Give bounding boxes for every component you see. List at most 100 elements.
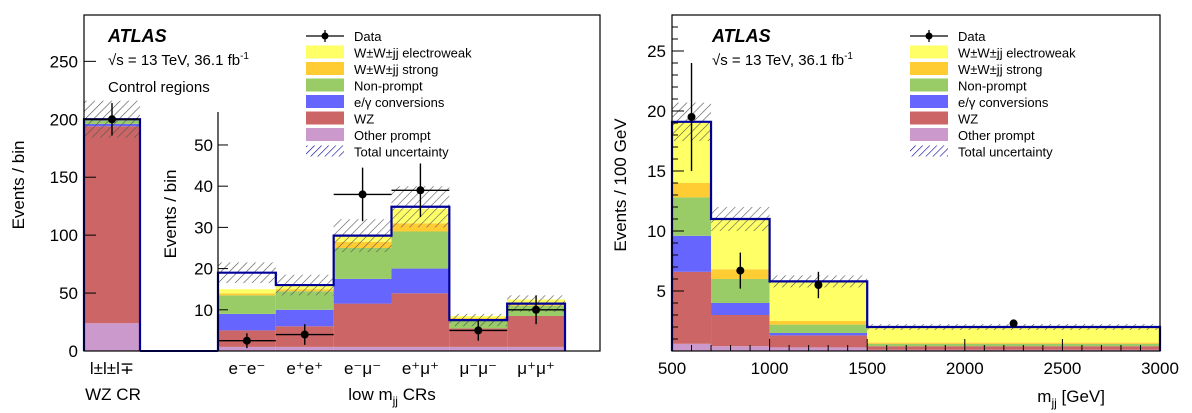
right-legend-swatch-unc — [910, 145, 948, 157]
right-legend-label-ewk: W±W±jj electroweak — [958, 46, 1076, 61]
lowmjj-cat-label-4: μ⁻μ⁻ — [459, 359, 497, 378]
left-xlabel-lowmjj: low mjj CRs — [348, 385, 436, 408]
mjj-bar-nonprompt-2 — [769, 324, 868, 333]
left-xlabel-wz: WZ CR — [85, 385, 141, 404]
lowmjj-bar-other-2 — [333, 346, 392, 351]
right-chart: 5 10 15 20 25 500 1000 1500 2000 2500 3000 ATLAS √… — [611, 14, 1179, 410]
lowmjj-bar-other-3 — [391, 346, 450, 351]
lowmjj-bar-wz-2 — [333, 303, 392, 347]
right-ytick-label-25: 25 — [647, 42, 666, 61]
lowmjj-data-point-0 — [242, 336, 251, 345]
right-legend-label-unc: Total uncertainty — [958, 145, 1053, 160]
left-ylabel-lowmjj: Events / bin — [161, 170, 180, 259]
left-legend-swatch-conv — [306, 95, 344, 108]
lowmjj-cat-label-5: μ⁺μ⁺ — [517, 359, 555, 378]
mjj-bar-other-1 — [711, 346, 770, 351]
left-axes: 0 50 100 150 200 250 10 20 30 40 50 l±l±l∓ e⁻e⁻ e⁺e⁺ e… — [50, 14, 601, 378]
lowmjj-data-point-1 — [300, 330, 309, 339]
lowmjj-bar-conv-2 — [333, 278, 392, 304]
left-legend-data-marker — [321, 32, 329, 40]
left-energy-label: √s = 13 TeV, 36.1 fb-1 — [108, 51, 249, 69]
left-legend-swatch-ewk — [306, 45, 344, 59]
mjj-bar-ewk-3 — [867, 327, 1160, 343]
left-legend-label-wz: WZ — [354, 112, 374, 127]
mjj-bar-nonprompt-0 — [672, 197, 712, 236]
right-xtick-label-500: 500 — [658, 359, 686, 378]
mjj-bar-wz-2 — [769, 335, 868, 348]
lowmjj-bar-nonprompt-0 — [218, 295, 276, 314]
lowmjj-cat-label-1: e⁺e⁺ — [286, 359, 323, 378]
wz-bar-other-0 — [84, 323, 140, 351]
lowmjj-bar-conv-0 — [218, 313, 276, 331]
right-xtick-label-2500: 2500 — [1043, 359, 1081, 378]
left-legend-swatch-unc — [306, 145, 344, 157]
right-xtick-label-1000: 1000 — [751, 359, 789, 378]
lowmjj-bar-conv-3 — [391, 268, 450, 294]
right-xtick-label-2000: 2000 — [946, 359, 984, 378]
lowmjj-ytick-label-30: 30 — [194, 218, 213, 237]
left-ytick-label-250: 250 — [50, 52, 78, 71]
lowmjj-bar-nonprompt-2 — [333, 247, 392, 279]
right-legend-swatch-nonprompt — [910, 78, 948, 92]
right-ytick-label-10: 10 — [647, 222, 666, 241]
left-chart: 0 50 100 150 200 250 10 20 30 40 50 l±l±l∓ e⁻e⁻ e⁺e⁺ e… — [9, 14, 601, 408]
right-legend-label-conv: e/γ conversions — [958, 95, 1049, 110]
left-legend-label-nonprompt: Non-prompt — [354, 79, 423, 94]
left-ylabel-wz: Events / bin — [9, 141, 28, 230]
wz-cat-label: l±l±l∓ — [90, 359, 134, 378]
right-ytick-label-20: 20 — [647, 102, 666, 121]
lowmjj-bar-strong-0 — [218, 293, 276, 296]
lowmjj-data-point-2 — [358, 190, 367, 199]
lowmjj-bar-other-0 — [218, 346, 276, 351]
mjj-bar-strong-2 — [769, 321, 868, 325]
mjj-bar-conv-1 — [711, 303, 770, 315]
mjj-bar-nonprompt-3 — [867, 343, 1160, 347]
right-ytick-label-15: 15 — [647, 162, 666, 181]
mjj-data-point-0 — [687, 113, 696, 121]
left-atlas-label: ATLAS — [107, 26, 167, 46]
right-legend-label-other: Other prompt — [958, 128, 1035, 143]
lowmjj-ytick-label-50: 50 — [194, 136, 213, 155]
right-legend-label-wz: WZ — [958, 112, 978, 127]
left-ytick-label-0: 0 — [69, 342, 78, 361]
right-xtick-label-1500: 1500 — [848, 359, 886, 378]
right-ytick-label-5: 5 — [657, 282, 666, 301]
left-ytick-label-200: 200 — [50, 110, 78, 129]
mjj-data-point-1 — [736, 266, 745, 275]
left-ytick-label-50: 50 — [59, 284, 78, 303]
mjj-bar-conv-0 — [672, 235, 712, 272]
lowmjj-bar-wz-3 — [391, 293, 450, 347]
wz-bar-wz-0 — [84, 126, 140, 324]
right-legend-swatch-wz — [910, 111, 948, 125]
left-legend-label-strong: W±W±jj strong — [354, 62, 438, 77]
left-frame — [83, 14, 601, 352]
left-legend-data-label: Data — [354, 29, 382, 44]
lowmjj-data-point-5 — [532, 305, 541, 314]
right-legend-data-label: Data — [958, 29, 986, 44]
left-legend-label-other: Other prompt — [354, 128, 431, 143]
left-ytick-label-100: 100 — [50, 226, 78, 245]
lowmjj-data-point-3 — [416, 186, 425, 195]
wz-data-point — [108, 115, 116, 124]
mjj-bar-wz-3 — [867, 346, 1160, 350]
lowmjj-bar-nonprompt-1 — [275, 291, 334, 310]
lowmjj-bar-conv-1 — [275, 309, 334, 327]
lowmjj-data-point-4 — [474, 326, 483, 335]
right-energy-label: √s = 13 TeV, 36.1 fb-1 — [712, 51, 853, 69]
left-legend-swatch-other — [306, 128, 344, 141]
lowmjj-bar-other-5 — [507, 346, 565, 351]
right-legend-swatch-ewk — [910, 45, 948, 59]
lowmjj-cat-label-0: e⁻e⁻ — [228, 359, 265, 378]
right-xlabel: mjj [GeV] — [1037, 387, 1105, 410]
right-legend-data-marker — [925, 32, 933, 40]
lowmjj-ytick-label-20: 20 — [194, 260, 213, 279]
lowmjj-total-line — [216, 205, 567, 351]
mjj-bar-strong-3 — [867, 342, 1160, 344]
right-legend-swatch-other — [910, 128, 948, 141]
right-legend-swatch-strong — [910, 62, 948, 75]
mjj-bar-wz-0 — [672, 271, 712, 344]
right-ylabel: Events / 100 GeV — [611, 118, 630, 252]
mjj-data-point-2 — [814, 281, 823, 289]
